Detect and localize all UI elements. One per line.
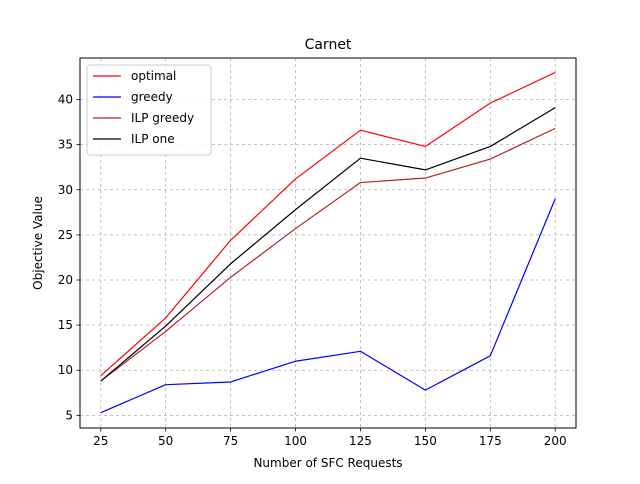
series-line-ilp-one: [100, 107, 556, 382]
x-tick-label: 100: [284, 434, 307, 448]
series-line-greedy: [100, 198, 556, 414]
legend: optimal greedy ILP greedy ILP one: [86, 64, 212, 156]
x-axis-label: Number of SFC Requests: [253, 456, 402, 470]
series-line-optimal: [100, 71, 556, 377]
y-axis-label: Objective Value: [31, 196, 45, 290]
legend-label-ilp-one: ILP one: [131, 132, 175, 146]
x-tick-label: 200: [544, 434, 567, 448]
x-tick-label: 25: [93, 434, 108, 448]
y-tick-label: 15: [58, 318, 73, 332]
series-line-ilp-greedy: [100, 127, 556, 382]
legend-label-greedy: greedy: [131, 90, 173, 104]
legend-label-optimal: optimal: [131, 69, 176, 83]
x-tick-label: 50: [158, 434, 173, 448]
y-tick-label: 40: [58, 93, 73, 107]
y-tick-label: 35: [58, 138, 73, 152]
grid-lines: [80, 58, 576, 428]
y-tick-label: 5: [65, 408, 73, 422]
axis-ticks: 25 50 75 100 125 150 175 200 5 10 15 20 25 30 35 40: [58, 93, 567, 448]
x-tick-label: 150: [414, 434, 437, 448]
y-tick-label: 10: [58, 363, 73, 377]
x-tick-label: 175: [479, 434, 502, 448]
y-tick-label: 20: [58, 273, 73, 287]
chart-title: Carnet: [305, 37, 352, 53]
y-tick-label: 25: [58, 228, 73, 242]
plot-frame: [79, 57, 577, 429]
legend-box: [86, 64, 212, 156]
x-tick-label: 75: [223, 434, 238, 448]
legend-label-ilp-greedy: ILP greedy: [131, 111, 194, 125]
series-layer: [100, 71, 556, 414]
x-tick-label: 125: [349, 434, 372, 448]
y-tick-label: 30: [58, 183, 73, 197]
